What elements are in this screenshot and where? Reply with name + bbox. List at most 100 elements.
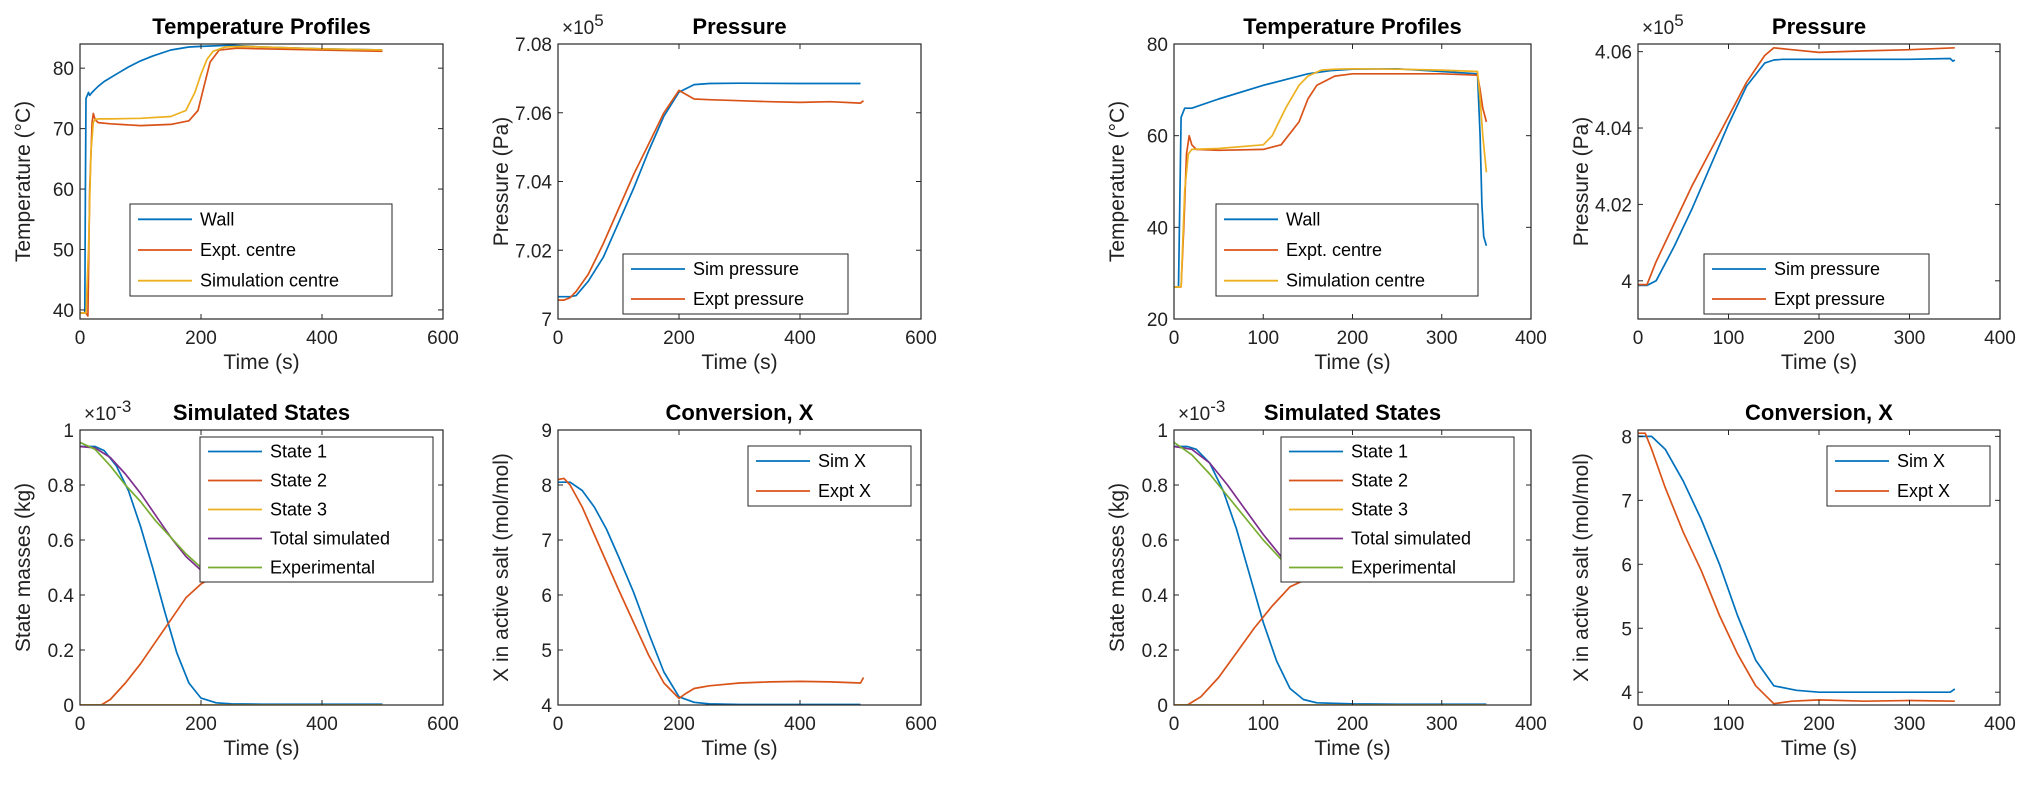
y-tick-label: 40 [1147,218,1168,239]
x-tick-label: 100 [1713,328,1745,349]
legend-box [622,253,849,315]
y-tick-label: 0.6 [1142,531,1168,552]
chart-p8: 0 100 200 300 400 4 5 6 7 8 Conversion, X Time (s) X… [1570,400,2016,760]
x-tick-label: 0 [1169,714,1180,735]
x-tick-label: 100 [1247,328,1279,349]
y-tick-label: 7 [541,531,552,552]
legend-entry-sim-pressure: Sim pressure [1774,259,1880,279]
y-tick-label: 40 [53,301,74,322]
x-tick-label: 200 [663,328,695,349]
y-axis-label: X in active salt (mol/mol) [490,453,513,682]
y-tick-label: 6 [541,586,552,607]
x-axis-label: Time (s) [223,737,299,760]
series-line-wall [80,44,383,314]
y-tick-label: 70 [53,120,74,141]
y-tick-label: 7.04 [515,173,552,194]
x-tick-label: 400 [1515,328,1547,349]
y-tick-label: 0.8 [48,476,74,497]
x-tick-label: 0 [1633,714,1644,735]
y-tick-label: 4.04 [1595,119,1632,140]
x-axis-label: Time (s) [223,351,299,374]
series-line-sim-x [1638,435,1956,694]
axis-exponent-label: ×105 [562,11,604,39]
legend-entry-sim-x: Sim X [818,451,866,471]
x-tick-label: 300 [1426,714,1458,735]
chart-title: Temperature Profiles [152,14,370,39]
x-tick-label: 100 [1713,714,1745,735]
y-tick-label: 7.02 [515,241,552,262]
series-line-experimental [80,441,202,569]
legend-entry-state-2: State 2 [1351,471,1408,491]
y-tick-label: 0.2 [48,641,74,662]
chart-title: Simulated States [1264,400,1441,425]
x-tick-label: 400 [1515,714,1547,735]
series-line-expt-x [1638,432,1955,705]
x-tick-label: 0 [75,328,86,349]
legend-entry-simulation-centre: Simulation centre [1286,271,1425,291]
series-line-state-1 [1174,445,1487,705]
x-tick-label: 200 [1337,714,1369,735]
legend-entry-expt-centre: Expt. centre [1286,240,1382,260]
y-axis-label: State masses (kg) [1106,483,1129,652]
series-line-state-2 [80,577,211,705]
legend-entry-expt-centre: Expt. centre [200,240,296,260]
legend: State 1 State 2 State 3 Total simulated Expe… [1280,436,1515,583]
y-tick-label: 0.4 [48,586,75,607]
y-tick-label: 1 [1157,421,1168,442]
y-axis-label: X in active salt (mol/mol) [1570,453,1593,682]
x-tick-label: 300 [1894,714,1926,735]
y-tick-label: 20 [1147,310,1168,331]
x-axis-label: Time (s) [1314,737,1390,760]
series-line-sim-pressure [558,82,861,298]
y-tick-label: 4.02 [1595,195,1632,216]
legend-box [1703,253,1930,315]
y-tick-label: 60 [1147,127,1168,148]
axis-exponent-label: ×10-3 [84,397,131,425]
axis-exponent-label: ×10-3 [1178,397,1225,425]
chart-p1: 0 200 400 600 40 50 60 70 80 Temperature Profiles… [12,14,459,374]
x-tick-label: 200 [185,328,217,349]
y-tick-label: 0.2 [1142,641,1168,662]
legend-entry-experimental: Experimental [270,558,375,578]
x-tick-label: 600 [427,714,459,735]
x-axis-label: Time (s) [1314,351,1390,374]
y-tick-label: 7 [1621,491,1632,512]
chart-title: Temperature Profiles [1243,14,1461,39]
y-tick-label: 0 [1157,696,1168,717]
y-axis-label: Pressure (Pa) [490,117,513,247]
y-tick-label: 80 [53,59,74,80]
series-line-expt-centre [1174,72,1488,288]
legend-entry-experimental: Experimental [1351,558,1456,578]
legend-entry-state-2: State 2 [270,471,327,491]
legend: Sim pressure Expt pressure [1703,253,1930,315]
y-tick-label: 5 [1621,619,1632,640]
legend-entry-wall: Wall [200,209,234,229]
chart-title: Pressure [692,14,786,39]
legend-box [747,445,912,507]
series-line-experimental [1174,441,1296,571]
series-line-simulation-centre [80,45,383,314]
x-tick-label: 600 [427,328,459,349]
x-tick-label: 0 [75,714,86,735]
legend-entry-expt-pressure: Expt pressure [693,289,804,309]
series-line-expt-x [558,477,865,700]
legend: Sim pressure Expt pressure [622,253,849,315]
y-tick-label: 4 [1621,272,1632,293]
y-tick-label: 0 [63,696,74,717]
chart-p3: 0 100 200 300 400 20 40 60 80 Temperature Profile… [1106,14,1547,374]
x-tick-label: 0 [1633,328,1644,349]
x-tick-label: 300 [1894,328,1926,349]
y-tick-label: 7 [541,310,552,331]
legend-entry-wall: Wall [1286,209,1320,229]
y-tick-label: 9 [541,421,552,442]
legend-entry-state-1: State 1 [270,442,327,462]
x-tick-label: 200 [1337,328,1369,349]
y-tick-label: 60 [53,180,74,201]
x-tick-label: 600 [905,714,937,735]
x-axis-label: Time (s) [701,351,777,374]
x-tick-label: 0 [553,714,564,735]
legend-entry-expt-pressure: Expt pressure [1774,289,1885,309]
legend-entry-state-1: State 1 [1351,442,1408,462]
y-tick-label: 4.06 [1595,43,1632,64]
